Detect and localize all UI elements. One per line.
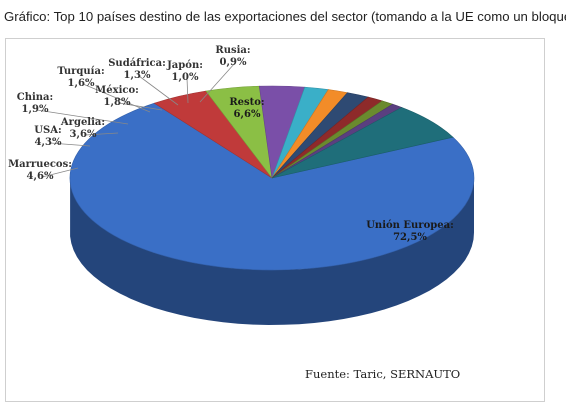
slice-label-mexico: México: — [95, 85, 139, 96]
pie-slices — [69, 85, 475, 271]
slice-value-marruecos: 4,6% — [27, 171, 54, 182]
page-title: Gráfico: Top 10 países destino de las ex… — [4, 9, 566, 24]
leader-line-rusia — [199, 62, 236, 103]
leader-line-sudafrica — [138, 75, 179, 106]
slice-label-japon: Japón: — [166, 60, 203, 71]
leader-line-marruecos — [41, 167, 79, 178]
slice-label-marruecos: Marruecos: — [8, 159, 72, 170]
slice-label-argelia: Argelia: — [60, 117, 105, 128]
pie-slice-union-europea — [69, 102, 475, 271]
slice-label-union-europea: Unión Europea: — [366, 220, 454, 231]
leader-line-japon — [186, 77, 189, 104]
slice-value-union-europea: 72,5% — [393, 232, 427, 243]
slice-value-usa: 4,3% — [35, 137, 62, 148]
pie-side-union-europea — [70, 177, 474, 325]
leader-line-argelia — [84, 132, 119, 136]
slice-value-china: 1,9% — [22, 104, 49, 115]
slice-value-resto: 6,6% — [234, 109, 261, 120]
slice-label-usa: USA: — [34, 125, 61, 136]
leader-line-usa — [49, 142, 91, 147]
slice-value-rusia: 0,9% — [220, 57, 247, 68]
slice-value-turquia: 1,6% — [68, 78, 95, 89]
slice-label-china: China: — [17, 92, 53, 103]
slice-label-sudafrica: Sudáfrica: — [108, 58, 166, 69]
slice-value-japon: 1,0% — [172, 72, 199, 83]
slice-value-sudafrica: 1,3% — [124, 70, 151, 81]
leader-line-mexico — [118, 102, 163, 111]
slice-label-rusia: Rusia: — [215, 45, 250, 56]
leader-lines — [36, 62, 236, 178]
pie-sides — [70, 177, 474, 325]
slice-value-mexico: 1,8% — [104, 97, 131, 108]
leader-line-turquia — [82, 83, 151, 113]
slice-label-resto: Resto: — [229, 97, 264, 108]
slice-labels: Unión Europea:72,5% Marruecos:4,6% USA:4,3… — [8, 45, 454, 243]
pie-slice-resto — [271, 107, 454, 179]
source-note: Fuente: Taric, SERNAUTO — [305, 367, 460, 381]
slice-value-argelia: 3,6% — [70, 129, 97, 140]
slice-label-turquia: Turquía: — [57, 66, 104, 77]
leader-line-china — [36, 109, 129, 125]
